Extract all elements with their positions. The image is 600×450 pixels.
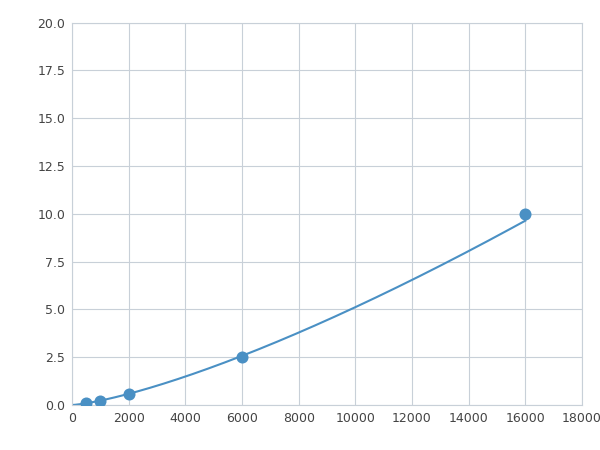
Point [95,398,105,405]
Point [124,390,133,397]
Point [521,210,530,217]
Point [82,400,91,407]
Point [237,354,247,361]
